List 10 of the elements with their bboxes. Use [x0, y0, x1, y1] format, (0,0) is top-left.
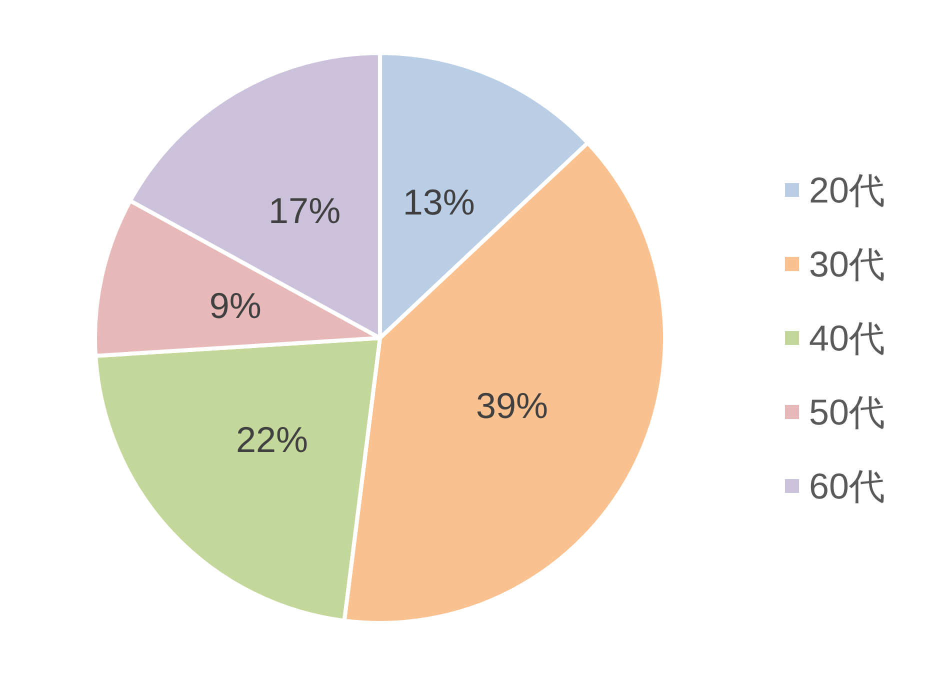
legend-label: 40代: [809, 318, 886, 358]
data-label: 17%: [268, 190, 341, 231]
legend-label: 50代: [809, 392, 886, 432]
legend-label: 60代: [809, 466, 886, 506]
legend-label: 20代: [809, 170, 886, 210]
data-label: 39%: [476, 384, 548, 426]
data-label: 22%: [236, 418, 308, 460]
data-label: 9%: [209, 285, 262, 326]
legend-label: 30代: [809, 244, 886, 284]
data-label: 13%: [402, 181, 475, 222]
